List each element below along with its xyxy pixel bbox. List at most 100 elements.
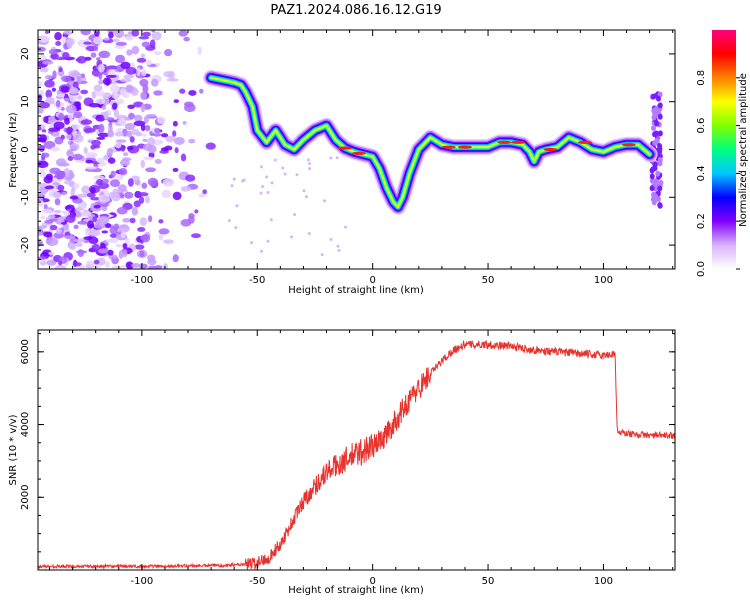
spectrogram-noise-dot [336,244,340,248]
spectrogram-noise-blob [54,198,61,206]
spectrogram-noise-blob [122,152,129,157]
spectrogram-noise-blob [73,111,82,119]
spectrogram-noise-blob [91,91,97,99]
spectrogram-noise-blob [74,238,86,243]
spectrogram-noise-blob [63,235,75,239]
spectrogram-noise-blob [114,141,122,149]
spectrogram-ridge-band-6 [210,76,651,208]
spectrogram-noise-blob [119,159,130,167]
spectrogram-noise-blob [148,265,158,269]
snr-x-tick-label: 0 [369,576,375,587]
spectrogram-noise-blob [83,236,93,240]
spectrogram-noise-blob [95,90,106,97]
spectrogram-x-tick-label: 0 [369,275,375,286]
spectrogram-noise-dot [281,166,285,170]
spectrogram-noise-blob [38,144,45,152]
spectrogram-noise-blob [120,78,132,83]
spectrogram-noise-blob [46,237,59,247]
spectrogram-noise-blob [120,231,126,239]
spectrogram-noise-blob [72,262,82,267]
spectrogram-noise-blob [96,57,101,61]
spectrogram-noise-blob [84,56,92,61]
spectrogram-noise-blob [144,124,151,132]
spectrogram-noise-blob [71,123,81,130]
spectrogram-noise-blob [112,102,118,110]
spectrogram-y-tick-label: 0 [20,146,31,152]
spectrogram-noise-blob [38,94,43,102]
snr-x-tick-label: 50 [482,576,495,587]
spectrogram-noise-blob [109,179,120,188]
spectrogram-noise-blob [53,232,64,239]
spectrogram-noise-blob [194,209,199,214]
spectrogram-noise-blob [180,153,187,162]
spectrogram-ridge-peak [457,145,472,149]
spectrogram-noise-blob [63,180,74,185]
spectrogram-noise-blob [109,84,120,93]
spectrogram-noise-blob [182,120,187,125]
spectrogram-noise-blob [94,44,99,52]
spectrogram-noise-blob [98,79,104,85]
spectrogram-noise-blob [154,158,162,165]
spectrogram-noise-blob [67,241,78,250]
spectrogram-noise-blob [185,174,196,182]
spectrogram-noise-blob [77,95,83,100]
spectrogram-noise-blob [90,144,96,150]
spectrogram-noise-blob [106,148,113,157]
spectrogram-noise-blob [110,170,116,178]
spectrogram-edge-blob [650,166,656,173]
spectrogram-noise-blob [44,185,55,190]
spectrogram-noise-blob [38,225,47,229]
spectrogram-noise-blob [81,185,91,194]
spectrogram-noise-blob [93,175,105,181]
spectrogram-noise-blob [154,127,161,134]
spectrogram-noise-blob [205,142,216,150]
spectrogram-noise-blob [145,59,152,66]
colorbar: 0.0 0.2 0.4 0.6 0.8 Normalized spectral ampl… [696,30,749,277]
spectrogram-edge-blob [655,170,661,177]
spectrogram-noise-blob [44,79,55,88]
spectrogram-noise-blob [57,184,65,191]
spectrogram-noise-blob [151,31,162,41]
spectrogram-ridge-peak [511,140,526,144]
snr-series-line [38,339,675,570]
spectrogram-noise-dot [250,241,254,245]
spectrogram-edge-blob [655,95,661,102]
spectrogram-noise-blob [124,33,135,41]
spectrogram-y-label: Frequency (Hz) [8,112,19,188]
spectrogram-noise-blob [88,229,101,237]
spectrogram-noise-blob [125,261,134,269]
spectrogram-noise-blob [139,250,145,257]
spectrogram-noise-blob [116,206,128,215]
spectrogram-noise-blob [109,226,119,235]
spectrogram-noise-blob [90,186,96,194]
spectrogram-noise-dot [320,253,324,257]
spectrogram-noise-blob [90,52,97,58]
spectrogram-noise-blob [168,70,175,80]
spectrogram-noise-blob [172,191,182,201]
spectrogram-noise-blob [140,91,147,101]
spectrogram-edge-blob [652,112,658,119]
spectrogram-noise-blob [158,228,170,235]
spectrogram-noise-blob [121,90,130,99]
spectrogram-noise-blob [43,116,49,123]
spectrogram-noise-blob [114,30,125,39]
spectrogram-noise-blob [152,132,162,137]
snr-x-tick-label: -50 [249,576,265,587]
spectrogram-noise-blob [131,175,140,182]
spectrogram-noise-blob [63,97,69,101]
spectrogram-noise-blob [160,147,169,152]
spectrogram-noise-blob [161,189,172,198]
spectrogram-noise-blob [84,228,90,236]
spectrogram-noise-blob [145,113,157,118]
spectrogram-noise-dot [337,248,341,252]
spectrogram-noise-blob [198,193,206,198]
spectrogram-noise-blob [62,223,70,230]
spectrogram-noise-blob [111,265,123,269]
spectrogram-noise-dot [323,199,327,203]
spectrogram-noise-dot [335,156,339,160]
spectrogram-noise-blob [110,80,118,85]
spectrogram-noise-blob [65,214,76,223]
spectrogram-noise-blob [93,84,103,92]
spectrogram-noise-blob [112,254,118,260]
spectrogram-ridge-peak [543,147,558,152]
